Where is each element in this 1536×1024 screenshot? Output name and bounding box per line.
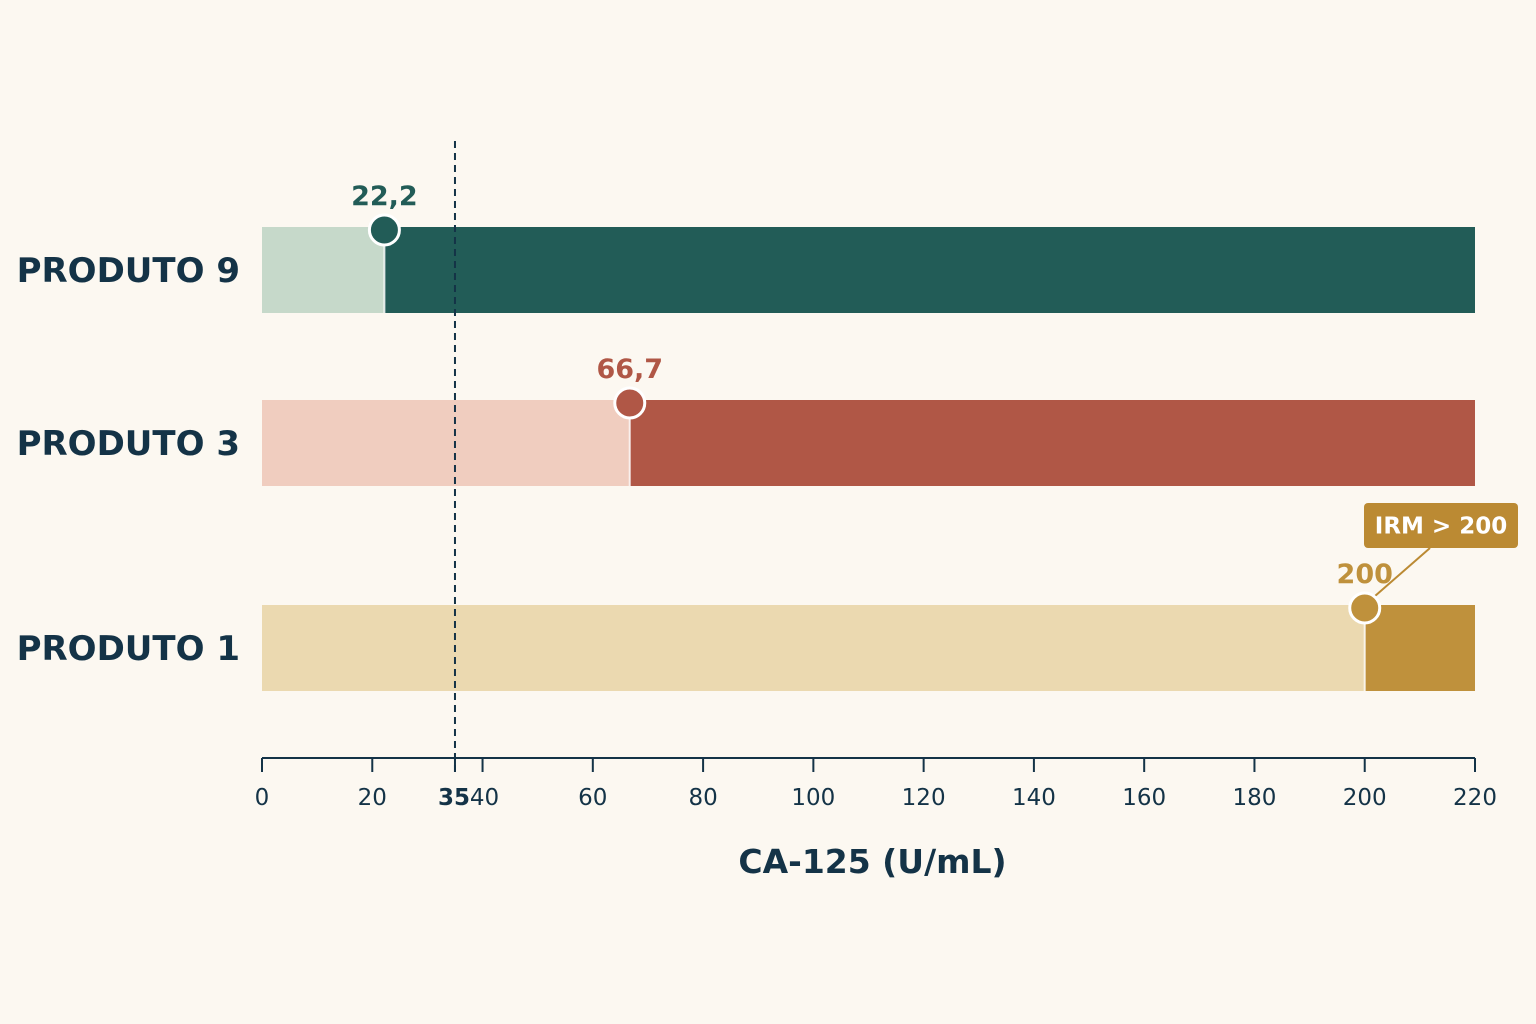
bar-dark-produto-1 [1364,605,1475,691]
bar-dark-produto-9 [384,227,1476,313]
x-axis-title: CA-125 (U/mL) [738,842,1006,881]
bar-light-produto-3 [262,400,630,486]
x-tick-label-100: 100 [791,785,835,811]
x-tick-label-35: 35 [438,785,470,811]
value-label-produto-1: 200 [1337,559,1393,590]
callout-text: IRM > 200 [1375,514,1507,540]
value-label-produto-3: 66,7 [596,354,663,385]
value-marker-produto-1 [1348,591,1382,625]
x-tick-label-60: 60 [578,785,607,811]
bar-light-produto-1 [262,605,1365,691]
x-tick-label-20: 20 [358,785,387,811]
x-tick-label-140: 140 [1012,785,1056,811]
value-label-produto-9: 22,2 [351,181,418,212]
x-tick-label-180: 180 [1233,785,1277,811]
x-tick-label-200: 200 [1343,785,1387,811]
callout-box [1364,503,1518,548]
bar-light-produto-9 [262,227,385,313]
value-marker-produto-9 [367,213,401,247]
x-tick-label-80: 80 [688,785,717,811]
x-tick-label-220: 220 [1453,785,1497,811]
category-label-produto-9: PRODUTO 9 [17,251,240,291]
x-tick-label-160: 160 [1122,785,1166,811]
x-tick-label-120: 120 [902,785,946,811]
bar-dark-produto-3 [629,400,1475,486]
x-tick-label-0: 0 [255,785,270,811]
category-label-produto-3: PRODUTO 3 [17,424,240,464]
category-label-produto-1: PRODUTO 1 [17,629,240,669]
x-tick-label-40: 40 [470,785,499,811]
value-marker-produto-3 [613,386,647,420]
callout-leader [1364,547,1431,606]
